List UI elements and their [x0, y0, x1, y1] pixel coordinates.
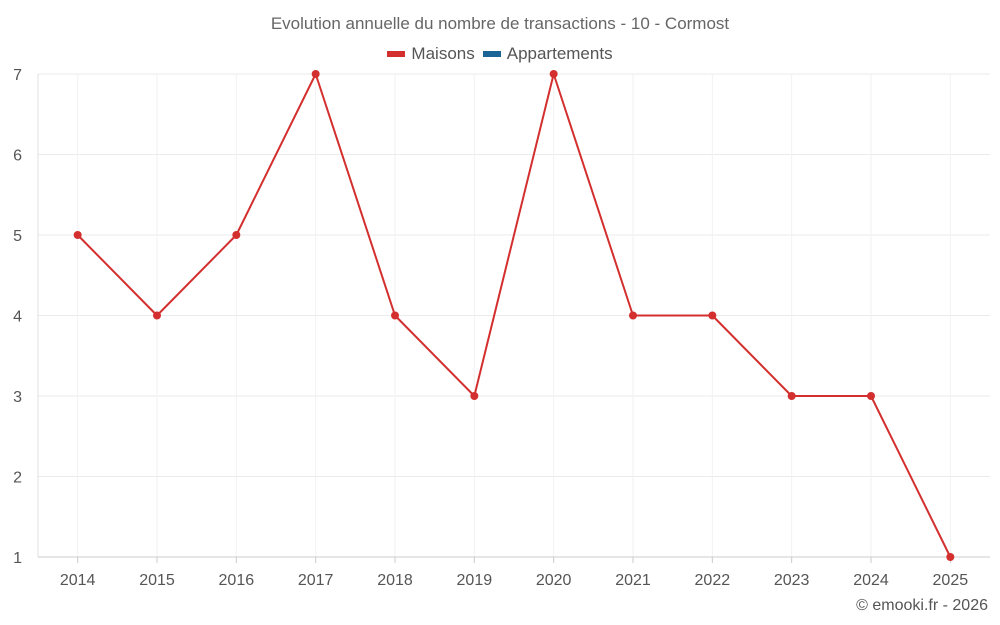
- data-point-maisons-2015[interactable]: [153, 311, 161, 320]
- legend-swatch-maisons: [387, 51, 406, 57]
- data-point-maisons-2016[interactable]: [232, 231, 241, 239]
- legend-item-maisons[interactable]: Maisons: [387, 44, 475, 64]
- series-layer: [73, 70, 955, 561]
- x-tick-label: 2020: [536, 572, 572, 589]
- data-point-maisons-2022[interactable]: [708, 311, 717, 320]
- x-tick-label: 2022: [695, 572, 731, 589]
- chart-title: Evolution annuelle du nombre de transact…: [270, 14, 730, 33]
- legend-swatch-appartements: [482, 51, 501, 57]
- legend-label-appartements: Appartements: [506, 44, 613, 63]
- grid-layer: [38, 73, 990, 558]
- legend-item-appartements[interactable]: Appartements: [482, 44, 613, 64]
- x-tick-label: 2017: [298, 572, 334, 589]
- series-line-maisons: [76, 73, 952, 558]
- x-tick-label: 2021: [615, 572, 651, 589]
- data-point-maisons-2025[interactable]: [946, 553, 955, 561]
- x-tick-label: 2025: [933, 572, 969, 589]
- data-point-maisons-2020[interactable]: [549, 70, 558, 78]
- label-layer: 1 2 3 4 5 6 7 2014 2015 2016 2017 2018 2019 2020 2021 2…: [13, 67, 968, 589]
- data-point-maisons-2024[interactable]: [867, 392, 875, 400]
- data-point-maisons-2017[interactable]: [311, 70, 320, 78]
- data-point-maisons-2023[interactable]: [787, 392, 796, 400]
- x-tick-label: 2016: [219, 572, 255, 589]
- y-tick-label: 4: [13, 309, 22, 326]
- x-tick-label: 2018: [377, 572, 413, 589]
- y-tick-label: 7: [13, 67, 22, 84]
- footer-credit: © emooki.fr - 2026: [856, 597, 988, 614]
- y-tick-label: 5: [13, 228, 22, 245]
- x-tick-label: 2014: [60, 572, 96, 589]
- y-tick-label: 2: [13, 470, 22, 487]
- x-tick-label: 2015: [139, 572, 175, 589]
- x-tick-label: 2023: [774, 572, 810, 589]
- y-tick-label: 1: [13, 550, 22, 567]
- data-point-maisons-2014[interactable]: [73, 231, 82, 239]
- y-tick-label: 6: [13, 148, 22, 165]
- legend-label-maisons: Maisons: [411, 44, 475, 63]
- data-point-maisons-2019[interactable]: [470, 392, 479, 400]
- axis-layer: [37, 74, 990, 563]
- data-point-maisons-2018[interactable]: [391, 311, 399, 320]
- data-point-maisons-2021[interactable]: [629, 311, 637, 320]
- x-tick-label: 2024: [853, 572, 889, 589]
- x-tick-label: 2019: [457, 572, 493, 589]
- y-tick-label: 3: [13, 389, 22, 406]
- chart-legend: Maisons Appartements: [0, 44, 1000, 64]
